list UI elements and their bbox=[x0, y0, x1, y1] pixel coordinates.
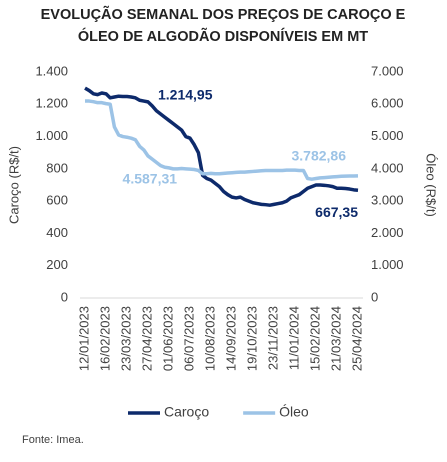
y-axis-label: Caroço (R$/t) bbox=[6, 146, 21, 224]
x-tick-label: 06/07/2023 bbox=[181, 306, 196, 371]
y-tick-label: 400 bbox=[46, 225, 68, 240]
y2-tick-label: 2.000 bbox=[371, 225, 404, 240]
data-label: 4.587,31 bbox=[123, 171, 178, 187]
y-tick-label: 0 bbox=[61, 289, 68, 304]
y-tick-label: 1.000 bbox=[35, 128, 68, 143]
legend-label: Óleo bbox=[279, 404, 309, 420]
series-line bbox=[85, 99, 359, 181]
y2-tick-label: 1.000 bbox=[371, 257, 404, 272]
y2-tick-label: 5.000 bbox=[371, 128, 404, 143]
source: Fonte: Imea. bbox=[22, 434, 84, 446]
y2-tick-label: 6.000 bbox=[371, 96, 404, 111]
legend-label: Caroço bbox=[164, 404, 209, 420]
y-tick-label: 600 bbox=[46, 193, 68, 208]
y2-tick-label: 4.000 bbox=[371, 160, 404, 175]
data-label: 3.782,86 bbox=[292, 148, 347, 164]
y2-axis-label: Óleo (R$/t) bbox=[424, 153, 439, 217]
x-tick-label: 25/04/2024 bbox=[349, 306, 364, 371]
y-tick-label: 1.400 bbox=[35, 63, 68, 78]
y2-tick-label: 7.000 bbox=[371, 63, 404, 78]
x-tick-label: 01/06/2023 bbox=[160, 306, 175, 371]
series-line bbox=[84, 86, 359, 207]
x-tick-label: 12/01/2023 bbox=[76, 306, 91, 371]
x-tick-label: 11/01/2024 bbox=[286, 306, 301, 370]
x-tick-label: 21/03/2024 bbox=[328, 306, 343, 371]
x-tick-label: 27/04/2023 bbox=[139, 306, 154, 371]
y-tick-label: 1.200 bbox=[35, 96, 68, 111]
x-tick-label: 14/09/2023 bbox=[223, 306, 238, 371]
x-tick-label: 10/08/2023 bbox=[202, 306, 217, 371]
y2-tick-label: 0 bbox=[371, 289, 378, 304]
y-tick-label: 200 bbox=[46, 257, 68, 272]
data-label: 1.214,95 bbox=[158, 87, 213, 103]
x-tick-label: 23/03/2023 bbox=[118, 306, 133, 371]
x-tick-label: 19/10/2023 bbox=[244, 306, 259, 371]
x-tick-label: 23/11/2023 bbox=[265, 306, 280, 370]
y2-tick-label: 3.000 bbox=[371, 193, 404, 208]
x-tick-label: 16/02/2023 bbox=[97, 306, 112, 371]
y-tick-label: 800 bbox=[46, 160, 68, 175]
x-tick-label: 15/02/2024 bbox=[307, 306, 322, 371]
data-label: 667,35 bbox=[315, 204, 358, 220]
